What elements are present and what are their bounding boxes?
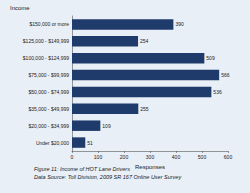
svg-text:$20,000 - $34,999: $20,000 - $34,999 (28, 123, 69, 129)
svg-text:$50,000 - $74,999: $50,000 - $74,999 (28, 89, 69, 95)
svg-text:390: 390 (175, 21, 184, 27)
svg-text:0: 0 (71, 154, 74, 160)
svg-text:200: 200 (120, 154, 129, 160)
svg-text:400: 400 (172, 154, 181, 160)
svg-text:536: 536 (213, 89, 222, 95)
svg-text:$150,000 or more: $150,000 or more (30, 21, 70, 27)
svg-text:Income: Income (10, 5, 30, 11)
svg-text:500: 500 (198, 154, 207, 160)
svg-text:255: 255 (140, 106, 149, 112)
svg-text:$125,000 - $149,999: $125,000 - $149,999 (23, 38, 69, 44)
svg-text:$75,000 - $99,999: $75,000 - $99,999 (28, 72, 69, 78)
svg-text:Under $20,000: Under $20,000 (36, 140, 69, 146)
svg-text:509: 509 (206, 55, 215, 61)
svg-text:$35,000 - $49,999: $35,000 - $49,999 (28, 106, 69, 112)
svg-text:51: 51 (87, 140, 93, 146)
svg-text:600: 600 (224, 154, 233, 160)
svg-text:109: 109 (102, 123, 111, 129)
svg-text:Figure 11: Income of HOT Lane: Figure 11: Income of HOT Lane Drivers (34, 166, 130, 172)
svg-text:Responses: Responses (135, 164, 165, 170)
svg-text:300: 300 (146, 154, 155, 160)
svg-text:100: 100 (94, 154, 103, 160)
svg-text:254: 254 (140, 38, 149, 44)
svg-text:566: 566 (221, 72, 230, 78)
svg-text:Data Source: Toll Division, 20: Data Source: Toll Division, 2009 SR 167 … (34, 174, 182, 180)
svg-text:$100,000 - $124,999: $100,000 - $124,999 (23, 55, 69, 61)
